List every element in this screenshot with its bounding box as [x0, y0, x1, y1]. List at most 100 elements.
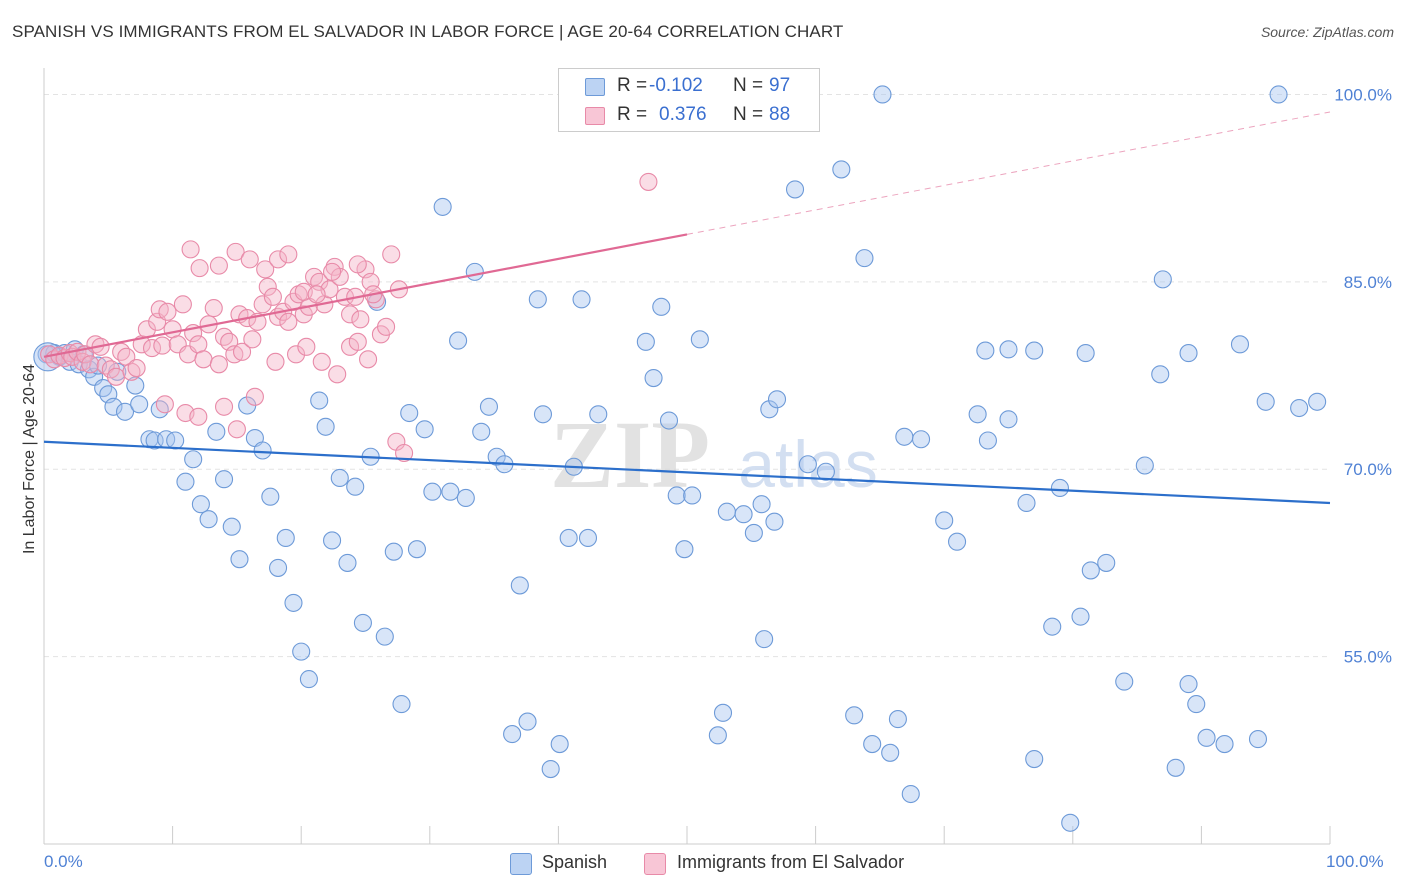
point-spanish — [1071, 607, 1090, 626]
source-label: Source: ZipAtlas.com — [1260, 24, 1394, 40]
point-spanish — [1050, 478, 1069, 498]
point-spanish — [744, 523, 763, 543]
legend-r-value: -0.102 — [649, 75, 703, 96]
point-spanish — [465, 262, 484, 281]
correlation-legend: R = -0.102 N = 97 R = 0.376 N = 88 — [558, 68, 820, 132]
point-el-salvador — [382, 245, 401, 264]
point-spanish — [765, 512, 784, 531]
point-el-salvador — [214, 397, 234, 416]
point-el-salvador — [163, 320, 182, 339]
point-el-salvador — [142, 339, 162, 358]
point-spanish — [881, 743, 900, 762]
point-el-salvador — [209, 256, 228, 275]
point-spanish — [292, 642, 311, 661]
point-spanish — [1025, 341, 1044, 360]
point-spanish — [407, 540, 426, 559]
point-spanish — [299, 670, 318, 689]
point-spanish — [667, 486, 686, 505]
point-spanish — [1043, 617, 1062, 636]
legend-r-label: R = — [617, 104, 648, 125]
point-spanish — [1256, 392, 1275, 411]
point-el-salvador — [323, 262, 342, 281]
point-spanish — [433, 197, 452, 216]
legend-n-label: N = — [733, 104, 764, 125]
point-spanish — [1017, 493, 1036, 513]
point-spanish — [276, 528, 295, 547]
point-spanish — [392, 695, 411, 714]
point-spanish — [479, 397, 499, 416]
point-el-salvador — [112, 342, 131, 361]
legend-swatch-pink — [585, 107, 605, 125]
point-el-salvador — [348, 255, 367, 274]
point-el-salvador — [240, 250, 259, 269]
point-spanish — [166, 431, 185, 450]
point-el-salvador — [307, 285, 326, 304]
point-spanish — [115, 402, 135, 421]
point-el-salvador — [279, 245, 298, 264]
point-spanish — [968, 405, 987, 424]
point-spanish — [510, 576, 529, 595]
point-el-salvador — [158, 302, 177, 321]
point-spanish — [734, 505, 753, 524]
point-spanish — [126, 376, 145, 395]
point-el-salvador — [253, 295, 272, 314]
point-spanish — [528, 290, 547, 309]
point-spanish — [222, 517, 241, 536]
point-spanish — [644, 369, 663, 388]
point-el-salvador — [204, 299, 223, 318]
point-spanish — [472, 422, 491, 441]
point-el-salvador — [226, 242, 245, 261]
point-el-salvador — [232, 342, 252, 361]
point-spanish — [400, 403, 419, 423]
point-spanish — [1197, 728, 1216, 747]
watermark-atlas: atlas — [738, 427, 877, 501]
point-spanish — [767, 390, 787, 409]
point-el-salvador — [639, 172, 658, 191]
point-spanish — [346, 477, 365, 496]
point-spanish — [130, 395, 149, 414]
point-spanish — [683, 486, 702, 505]
point-spanish — [1115, 672, 1134, 691]
point-spanish — [1135, 456, 1154, 475]
point-spanish — [572, 290, 591, 309]
point-spanish — [1025, 750, 1044, 769]
point-el-salvador — [359, 350, 378, 369]
point-el-salvador — [395, 443, 414, 463]
watermark: ZIP atlas — [550, 401, 878, 508]
point-spanish — [518, 712, 537, 731]
point-spanish — [338, 553, 357, 572]
point-spanish — [375, 627, 394, 646]
point-spanish — [912, 430, 931, 449]
point-spanish — [855, 249, 874, 268]
legend-swatch-blue — [510, 853, 532, 875]
legend-n-value: 88 — [769, 104, 791, 125]
point-spanish — [948, 532, 967, 551]
point-spanish — [199, 510, 218, 529]
point-spanish — [873, 85, 892, 104]
point-el-salvador — [256, 260, 275, 279]
point-spanish — [1081, 561, 1100, 580]
legend-row-el-salvador: R = 0.376 N = 88 — [559, 100, 819, 130]
point-spanish — [798, 455, 817, 474]
point-spanish — [184, 450, 203, 469]
legend-label-el-salvador: Immigrants from El Salvador — [677, 852, 905, 872]
point-spanish — [935, 511, 954, 530]
point-spanish — [675, 540, 694, 559]
point-el-salvador — [189, 335, 208, 354]
point-el-salvador — [312, 352, 331, 371]
legend-row-spanish: R = -0.102 N = 97 — [559, 71, 819, 101]
trend-lines — [43, 111, 1331, 505]
point-el-salvador — [279, 312, 298, 331]
point-spanish — [456, 488, 475, 508]
point-spanish — [284, 593, 303, 612]
point-spanish — [559, 528, 578, 547]
point-spanish — [253, 441, 272, 460]
y-tick-labels: 55.0% 70.0% 85.0% 100.0% — [1334, 85, 1392, 666]
legend-n-value: 97 — [769, 75, 791, 96]
point-spanish — [441, 482, 460, 501]
point-el-salvador — [269, 250, 288, 269]
point-el-salvador — [181, 240, 200, 259]
point-el-salvador — [214, 327, 234, 346]
point-spanish — [1151, 365, 1170, 384]
point-spanish — [760, 400, 779, 419]
